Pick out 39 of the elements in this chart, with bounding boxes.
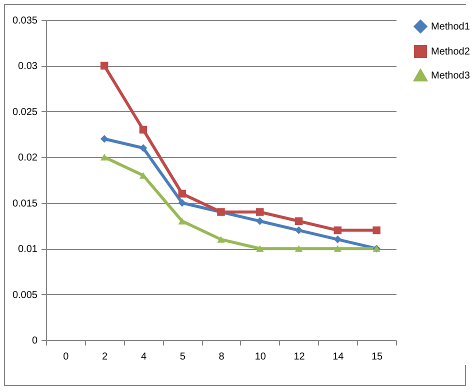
x-tick-label: 15 xyxy=(371,352,384,362)
x-tick-label: 2 xyxy=(102,352,108,362)
point xyxy=(294,217,303,226)
point xyxy=(217,236,225,243)
y-tick-label: 0.02 xyxy=(18,152,38,164)
x-tick-label: 10 xyxy=(254,352,266,362)
point xyxy=(100,134,108,143)
y-tick-label: 0.015 xyxy=(12,198,38,210)
point xyxy=(139,126,148,134)
y-tick-label: 0.005 xyxy=(12,290,38,301)
point xyxy=(178,190,186,198)
legend-label: Method2 xyxy=(431,46,470,58)
x-tick-label: 4 xyxy=(140,352,147,362)
point xyxy=(256,217,264,226)
x-tick-label: 12 xyxy=(294,352,306,362)
point xyxy=(334,236,342,244)
point xyxy=(256,245,264,252)
x-tick-label: 8 xyxy=(218,352,225,362)
point xyxy=(334,245,342,252)
point xyxy=(294,226,303,234)
point xyxy=(294,245,303,252)
x-tick-label: 14 xyxy=(332,352,344,362)
point xyxy=(334,226,342,234)
x-tick-label: 0 xyxy=(63,352,70,362)
y-tick-label: 0.035 xyxy=(12,16,38,26)
point xyxy=(178,218,186,224)
y-tick-label: 0.01 xyxy=(18,244,38,256)
point xyxy=(139,144,148,152)
legend-label: Method3 xyxy=(431,70,470,82)
y-tick-label: 0.025 xyxy=(12,106,38,118)
point xyxy=(256,208,264,216)
y-tick-label: 0.03 xyxy=(18,61,38,72)
y-tick-label: 0 xyxy=(32,336,38,346)
point xyxy=(100,62,108,70)
legend-label: Method1 xyxy=(431,22,470,32)
point xyxy=(372,226,380,234)
x-tick-label: 5 xyxy=(180,352,186,362)
point xyxy=(178,198,186,207)
point xyxy=(100,154,108,160)
